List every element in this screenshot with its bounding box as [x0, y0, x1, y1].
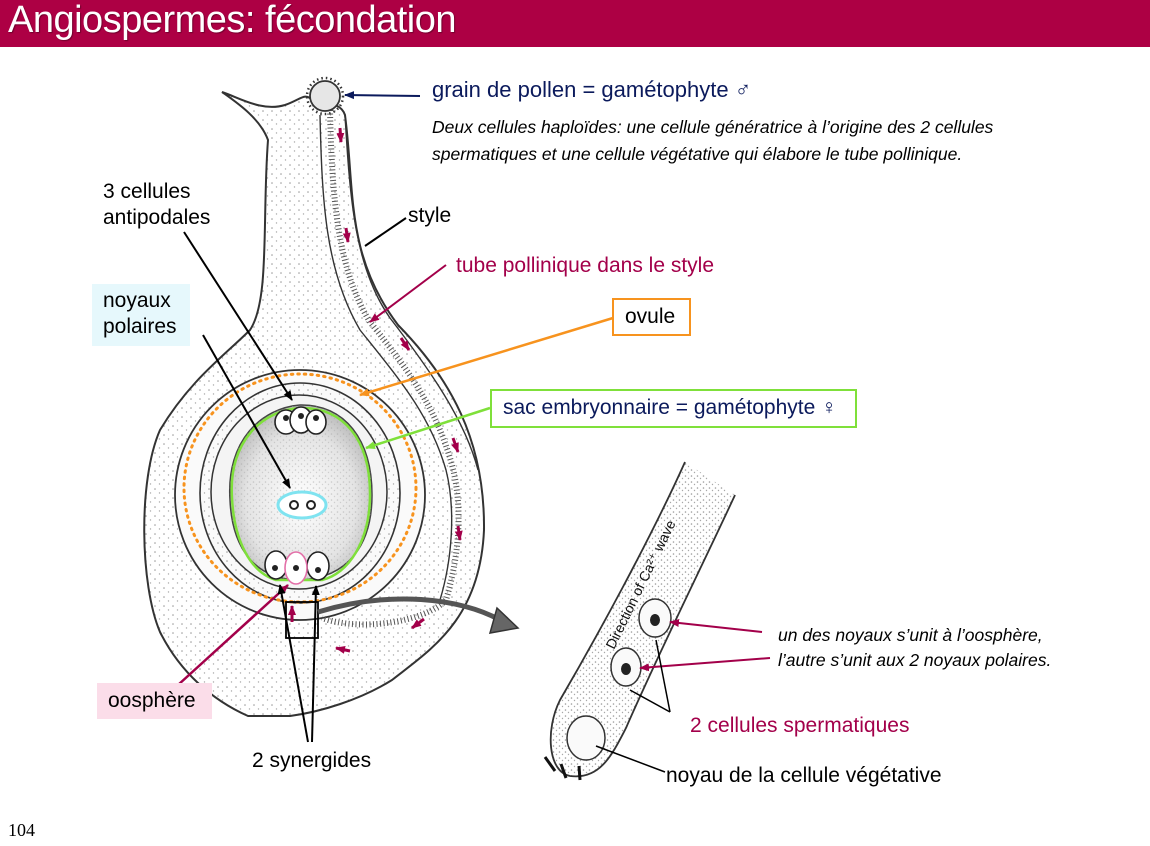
embryo-sac-label-box [490, 389, 857, 428]
egg-cell-leader [177, 584, 289, 686]
magnified-pollen-tube [543, 461, 736, 781]
style-label: style [408, 204, 452, 227]
pollen-tube-label: tube pollinique dans le style [456, 254, 715, 277]
polar-nuclei [276, 490, 328, 520]
synergids-label: 2 synergides [252, 749, 372, 772]
sperm-leader-2 [629, 689, 671, 713]
ovule-leader [359, 316, 614, 397]
sperm-leader-1 [655, 639, 671, 713]
magnify-arrow [317, 596, 502, 623]
pollen-tube-direction-arrows [288, 127, 463, 654]
synergid-leader-1 [277, 584, 309, 743]
vegetative-leader [595, 745, 666, 773]
magnify-arrowhead [488, 606, 520, 634]
pollen-description-line1: Deux cellules haploïdes: une cellule gén… [432, 117, 994, 137]
embryo-sac-leader [365, 406, 491, 450]
antipodal-cells [274, 406, 327, 435]
egg-cell-label-bg [97, 683, 212, 719]
ovule-label-box [612, 298, 691, 336]
sperm-cells-label: 2 cellules spermatiques [690, 714, 910, 737]
page-number: 104 [8, 820, 35, 840]
antipodal-label-line1: 3 cellules [103, 180, 191, 203]
antipodal-leader [183, 231, 293, 401]
pollen-tube [320, 109, 462, 628]
egg-apparatus [264, 550, 330, 585]
nucleus-fusion-line1: un des noyaux s’unit à l’oosphère, [778, 625, 1043, 645]
style-leader [364, 217, 407, 247]
vegetative-nucleus-label: noyau de la cellule végétative [666, 764, 942, 787]
polar-nuclei-label-line1: noyaux [103, 289, 171, 312]
pollen-grain [305, 76, 345, 116]
polar-nuclei-leader [202, 334, 291, 489]
pollen-tube-leader [369, 264, 447, 323]
ovule-label: ovule [625, 305, 676, 328]
synergid-leader-2 [311, 585, 320, 743]
embryo-sac-highlight [230, 406, 372, 582]
title-bar: Angiospermes: fécondation [0, 0, 1150, 47]
antipodal-label-line2: antipodales [103, 206, 211, 229]
pollen-grain-label: grain de pollen = gamétophyte ♂ [432, 77, 752, 102]
style-wall [344, 114, 479, 471]
nucleus-fusion-line2: l’autre s’unit aux 2 noyaux polaires. [778, 650, 1052, 670]
egg-cell-label: oosphère [108, 689, 196, 712]
pollen-description-line2: spermatiques et une cellule végétative q… [432, 144, 963, 164]
slide-title: Angiospermes: fécondation [8, 0, 457, 41]
pollen-leader [344, 91, 421, 100]
polar-nuclei-label-bg [92, 284, 190, 346]
fusion-leader-1 [669, 618, 763, 633]
polar-nuclei-label-line2: polaires [103, 315, 177, 338]
embryo-sac-label: sac embryonnaire = gamétophyte ♀ [503, 396, 837, 419]
